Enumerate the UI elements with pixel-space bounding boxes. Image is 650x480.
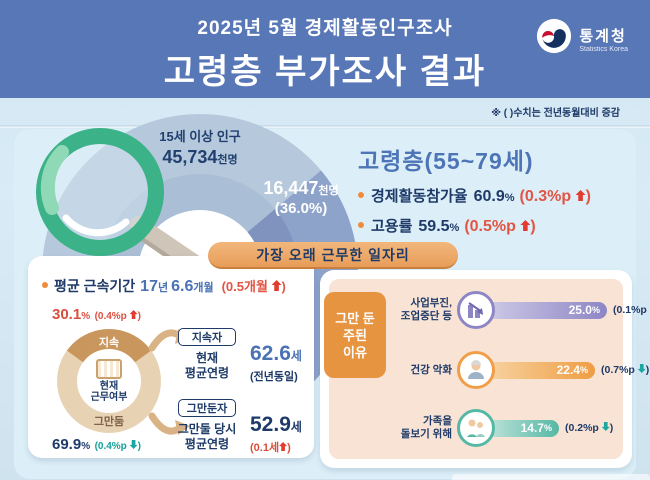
average-tenure: 평균 근속기간 17 년 6.6 개월 (0.5개월 ) [42,276,286,296]
quit-average-age: 52.9세 (0.1세) [250,413,302,454]
elderly-count: 16,447 [263,178,319,198]
down-arrow-icon [129,440,138,449]
elderly-share: (36.0%) [274,200,328,217]
population-unit: 천명 [217,154,238,166]
up-arrow-icon [575,190,586,201]
continuing-average-age: 62.6세 (전년동일) [250,342,302,383]
quit-reasons-tag: 그만 둔 주된 이유 [324,292,386,378]
reason-bar: 22.4% [487,361,595,379]
survey-subtitle: 2025년 5월 경제활동인구조사 [197,18,453,39]
up-arrow-icon [279,442,288,451]
up-arrow-icon [129,310,138,319]
bullet-icon [358,192,364,198]
elderly-count-unit: 천명 [318,185,339,197]
elderly-stats-block: 고령층(55~79세) 경제활동참가율 60.9% (0.3%p ) 고용률 5… [358,142,591,236]
next-section-edge [452,474,650,480]
elderly-heading: 고령층(55~79세) [358,148,534,174]
population-value: 45,734 [162,147,218,167]
section-banner: 가장 오래 근무한 일자리 [208,242,458,269]
quit-age-label: 그만둘 당시 평균연령 [177,422,237,451]
quit-reasons-card: 그만 둔 주된 이유 사업부진, 조업중단 등 25.0% (0.1%p ) [320,270,650,468]
reason-row-business-slump: 사업부진, 조업중단 등 25.0% (0.1%p ) [386,290,650,330]
reason-bar: 14.7% [487,419,559,437]
family-icon [457,409,495,447]
reason-row-family-care: 가족을 돌보기 위해 14.7% (0.2%p ) [386,408,613,448]
segment-continuing-label: 지속 [98,337,120,349]
up-arrow-icon [271,280,282,291]
stat-participation-rate: 경제활동참가율 60.9% (0.3%p ) [358,185,591,206]
agency-name: 통계청 [579,27,627,45]
down-arrow-icon [637,364,646,373]
longest-job-card: 평균 근속기간 17 년 6.6 개월 (0.5개월 ) 30.1% (0.4%p … [28,256,314,458]
tag-quit: 그만둔자 [178,399,236,417]
tag-continuing: 지속자 [178,328,236,346]
taegeuk-icon [536,18,572,59]
elderly-person-icon [457,351,495,389]
header: 2025년 5월 경제활동인구조사 고령층 부가조사 결과 통계청 Statis… [0,0,650,98]
reason-row-health: 건강 악화 22.4% (0.7%p ) [386,350,649,390]
up-arrow-icon [520,220,531,231]
continuing-age-label: 현재 평균연령 [184,351,230,380]
bullet-icon [42,282,48,288]
declining-chart-icon [457,291,495,329]
footnote: ※ ( )수치는 전년동월대비 증감 [491,108,620,119]
agency-logo: 통계청 Statistics Korea [536,18,628,59]
divider-line [0,125,650,128]
elderly-slice-label: 16,447천명 (36.0%) [236,178,366,217]
down-arrow-icon [601,422,610,431]
quit-percentage: 69.9% (0.4%p ) [52,436,141,453]
reason-bar: 25.0% [487,301,607,319]
agency-name-en: Statistics Korea [579,45,628,53]
population-label: 15세 이상 인구 45,734천명 [159,129,241,167]
stat-employment-rate: 고용률 59.5% (0.5%p ) [358,215,591,236]
bullet-icon [358,222,364,228]
employment-status-donut: 지속 그만둠 현재 근무여부 [57,329,161,433]
page-title: 고령층 부가조사 결과 [163,53,487,91]
segment-quit-label: 그만둠 [93,416,125,428]
calendar-icon [96,359,122,379]
continuing-percentage: 30.1% (0.4%p ) [52,306,141,323]
